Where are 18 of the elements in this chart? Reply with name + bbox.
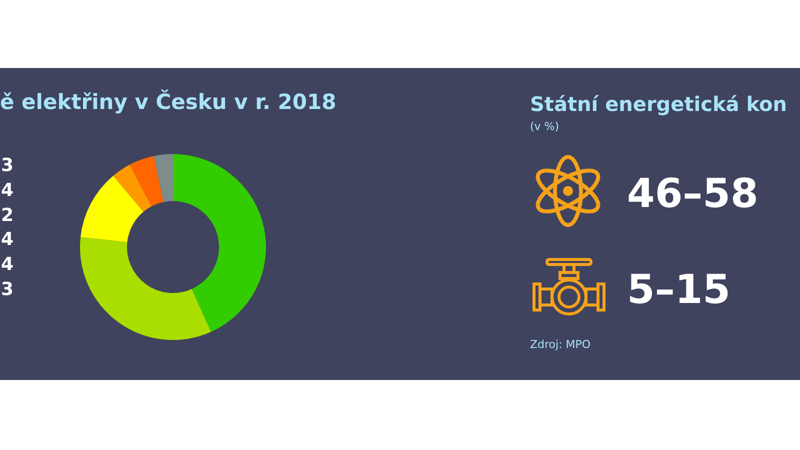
donut-slice xyxy=(173,154,266,332)
text: 4 xyxy=(1,229,14,250)
text: 46–58 xyxy=(627,171,758,217)
donut-slice xyxy=(80,176,144,242)
text: 3 xyxy=(1,279,14,300)
donut-slice xyxy=(130,156,164,206)
text: 2 xyxy=(1,204,14,226)
text: (v %) xyxy=(530,120,560,133)
donut-slice xyxy=(80,237,212,340)
text: 4 xyxy=(1,180,14,201)
chart-title: ě elektřiny v Česku v r. 2018 xyxy=(0,90,336,114)
text: 3 xyxy=(1,155,14,176)
text: Státní energetická kon xyxy=(530,92,787,116)
text: Zdroj: MPO xyxy=(530,338,591,351)
donut-slice xyxy=(113,164,152,212)
text: 5–15 xyxy=(627,267,730,313)
donut-slice xyxy=(154,154,173,202)
text: 4 xyxy=(1,254,14,276)
